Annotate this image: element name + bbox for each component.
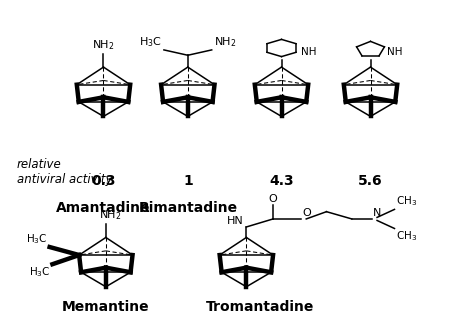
Text: Memantine: Memantine xyxy=(62,300,150,314)
Text: 5.6: 5.6 xyxy=(358,174,383,188)
Text: Tromantadine: Tromantadine xyxy=(206,300,315,314)
Text: O: O xyxy=(269,194,277,204)
Text: relative
antiviral activity: relative antiviral activity xyxy=(17,157,112,186)
Text: 4.3: 4.3 xyxy=(269,174,294,188)
Text: 1: 1 xyxy=(183,174,193,188)
Text: NH: NH xyxy=(301,47,316,57)
Text: 0.3: 0.3 xyxy=(91,174,116,188)
Text: H$_3$C: H$_3$C xyxy=(139,35,162,49)
Text: Amantadine: Amantadine xyxy=(56,201,151,215)
Text: CH$_3$: CH$_3$ xyxy=(396,195,417,208)
Text: HN: HN xyxy=(227,216,244,226)
Text: NH$_2$: NH$_2$ xyxy=(99,208,121,222)
Text: Rimantadine: Rimantadine xyxy=(138,201,237,215)
Text: NH$_2$: NH$_2$ xyxy=(92,39,115,52)
Text: NH: NH xyxy=(387,47,402,57)
Text: O: O xyxy=(302,208,311,218)
Text: H$_3$C: H$_3$C xyxy=(26,232,47,246)
Text: CH$_3$: CH$_3$ xyxy=(396,229,417,243)
Text: N: N xyxy=(373,208,381,218)
Text: NH$_2$: NH$_2$ xyxy=(214,35,236,49)
Text: H$_3$C: H$_3$C xyxy=(28,265,50,279)
